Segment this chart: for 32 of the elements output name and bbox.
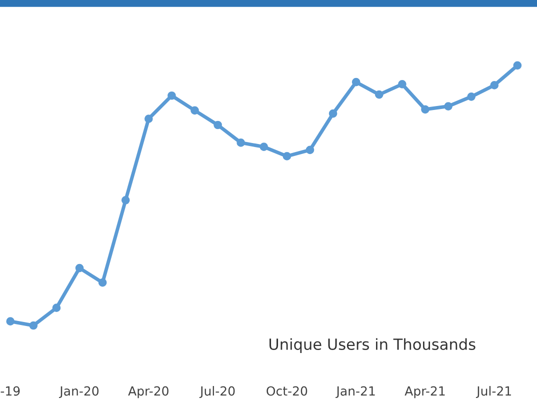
point — [398, 80, 406, 88]
x-tick-label: Apr-21 — [404, 386, 445, 398]
point — [467, 92, 476, 101]
x-tick-label: Jan-21 — [336, 386, 375, 398]
point — [98, 278, 107, 287]
point — [29, 321, 38, 330]
x-tick-label: Jul-20 — [199, 386, 235, 398]
point — [490, 81, 499, 90]
point — [75, 264, 84, 272]
x-tick-label: Jan-20 — [59, 386, 99, 398]
x-tick-label: -19 — [0, 386, 20, 396]
point — [513, 61, 522, 70]
point — [374, 90, 384, 99]
x-tick-label: Apr-20 — [128, 386, 168, 398]
point — [260, 142, 268, 152]
point — [214, 120, 222, 130]
point — [236, 138, 246, 147]
point — [421, 105, 430, 114]
point — [306, 146, 314, 154]
point — [52, 304, 61, 312]
point — [168, 91, 176, 100]
point — [282, 152, 292, 160]
point — [6, 317, 15, 326]
point — [121, 196, 130, 204]
x-tick-label: Oct-20 — [266, 386, 308, 396]
point — [328, 109, 338, 118]
point — [190, 106, 199, 115]
text: Unique Users in Thousands — [270, 338, 476, 353]
point — [144, 114, 153, 123]
point — [444, 102, 452, 110]
x-tick-label: Jul-21 — [476, 386, 511, 398]
point — [352, 78, 360, 86]
